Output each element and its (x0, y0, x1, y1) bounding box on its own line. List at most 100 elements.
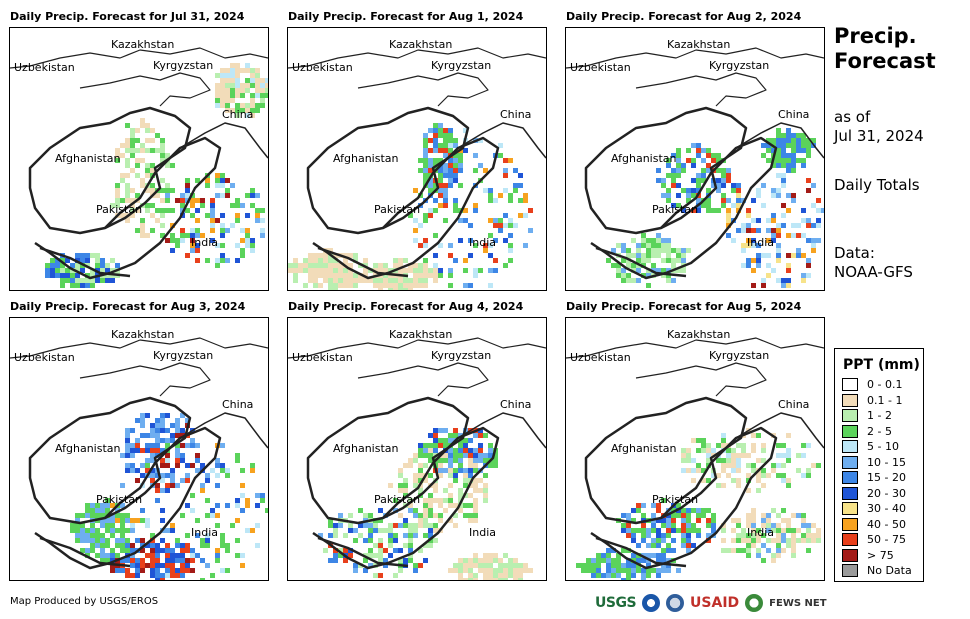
precip-cell (303, 268, 308, 273)
precip-cell (333, 528, 338, 533)
precip-cell (438, 173, 443, 178)
precip-cell (170, 478, 175, 483)
precip-cell (100, 518, 105, 523)
precip-cell (230, 203, 235, 208)
precip-cell (413, 458, 418, 463)
precip-cell (170, 523, 175, 528)
precip-cell (195, 243, 200, 248)
precip-cell (175, 558, 180, 563)
precip-cell (215, 243, 220, 248)
precip-cell (145, 168, 150, 173)
precip-cell (721, 198, 726, 203)
precip-cell (458, 453, 463, 458)
border-line (34, 426, 222, 570)
precip-cell (333, 533, 338, 538)
precip-cell (135, 538, 140, 543)
precip-cell (235, 88, 240, 93)
precip-cell (105, 558, 110, 563)
precip-cell (458, 578, 463, 580)
precip-cell (215, 83, 220, 88)
legend-label: 5 - 10 (867, 440, 899, 454)
precip-cell (428, 448, 433, 453)
precip-cell (691, 188, 696, 193)
precip-cell (378, 283, 383, 288)
border-line (312, 136, 500, 280)
precip-cell (90, 548, 95, 553)
precip-cell (408, 263, 413, 268)
legend-swatch (842, 393, 858, 407)
country-label-uzbekistan: Uzbekistan (570, 61, 631, 74)
precip-cell (210, 513, 215, 518)
precip-cell (428, 528, 433, 533)
precip-cell (716, 188, 721, 193)
precip-cell (165, 428, 170, 433)
precip-cell (756, 488, 761, 493)
precip-cell (293, 268, 298, 273)
precip-cell (701, 513, 706, 518)
precip-cell (458, 443, 463, 448)
precip-cell (288, 268, 293, 273)
precip-cell (155, 473, 160, 478)
precip-cell (473, 558, 478, 563)
border-line (635, 72, 767, 107)
precip-cell (160, 178, 165, 183)
precip-cell (260, 103, 265, 108)
precip-cell (631, 533, 636, 538)
precip-cell (343, 258, 348, 263)
precip-cell (786, 478, 791, 483)
precip-cell (200, 463, 205, 468)
precip-cell (686, 453, 691, 458)
precip-cell (488, 443, 493, 448)
precip-cell (423, 543, 428, 548)
precip-cell (165, 153, 170, 158)
precip-cell (155, 573, 160, 578)
precip-cell (786, 208, 791, 213)
precip-cell (313, 268, 318, 273)
precip-cell (418, 283, 423, 288)
precip-cell (616, 553, 621, 558)
precip-cell (70, 263, 75, 268)
precip-cell (403, 483, 408, 488)
precip-cell (373, 263, 378, 268)
precip-cell (205, 513, 210, 518)
precip-cell (175, 553, 180, 558)
precip-cell (428, 168, 433, 173)
precip-cell (706, 443, 711, 448)
precip-cell (438, 428, 443, 433)
precip-cell (115, 513, 120, 518)
precip-cell (235, 458, 240, 463)
precip-cell (776, 523, 781, 528)
precip-cell (220, 223, 225, 228)
precip-cell (373, 553, 378, 558)
precip-cell (145, 458, 150, 463)
precip-cell (418, 473, 423, 478)
precip-cell (408, 548, 413, 553)
precip-cell (523, 193, 528, 198)
precip-cell (438, 473, 443, 478)
precip-cell (493, 238, 498, 243)
precip-cell (646, 258, 651, 263)
precip-cell (140, 143, 145, 148)
precip-cell (190, 553, 195, 558)
precip-cell (348, 523, 353, 528)
precip-cell (145, 208, 150, 213)
precip-cell (150, 148, 155, 153)
precip-cell (423, 558, 428, 563)
precip-cell (586, 558, 591, 563)
precip-cell (676, 268, 681, 273)
precip-cell (215, 503, 220, 508)
legend-swatch (842, 409, 858, 423)
precip-cell (691, 178, 696, 183)
precip-cell (150, 458, 155, 463)
precip-cell (761, 283, 766, 288)
precip-cell (806, 443, 811, 448)
noaa-seal-icon (642, 594, 661, 612)
precip-cell (621, 273, 626, 278)
precip-cell (711, 153, 716, 158)
precip-cell (473, 168, 478, 173)
precip-cell (651, 523, 656, 528)
precip-cell (140, 463, 145, 468)
precip-cell (195, 233, 200, 238)
precip-cell (706, 478, 711, 483)
precip-cell (90, 253, 95, 258)
